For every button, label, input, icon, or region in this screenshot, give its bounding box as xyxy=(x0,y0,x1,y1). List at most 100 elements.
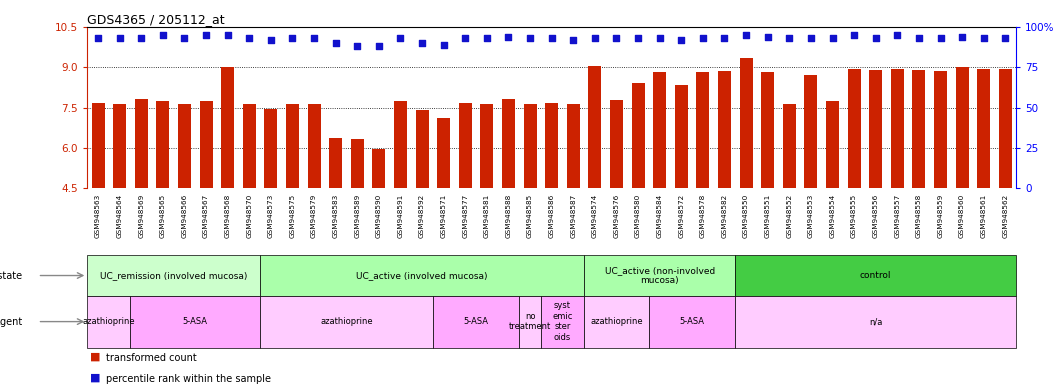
Point xyxy=(176,35,193,41)
Point xyxy=(953,33,970,40)
Bar xyxy=(502,99,515,188)
Bar xyxy=(329,139,343,188)
Bar xyxy=(848,70,861,188)
Bar xyxy=(653,72,666,188)
Bar xyxy=(735,296,1016,348)
Bar xyxy=(632,83,645,188)
Text: GDS4365 / 205112_at: GDS4365 / 205112_at xyxy=(87,13,225,26)
Bar xyxy=(286,104,299,188)
Bar xyxy=(955,67,968,188)
Point xyxy=(846,32,863,38)
Bar xyxy=(584,255,735,296)
Text: azathioprine: azathioprine xyxy=(83,317,135,326)
Bar xyxy=(999,70,1012,188)
Bar xyxy=(739,58,752,188)
Point xyxy=(500,33,517,40)
Point xyxy=(888,32,905,38)
Point xyxy=(911,35,928,41)
Point xyxy=(760,33,777,40)
Bar xyxy=(307,104,320,188)
Point xyxy=(586,35,603,41)
Bar xyxy=(459,104,471,188)
Bar xyxy=(826,101,839,188)
Text: UC_remission (involved mucosa): UC_remission (involved mucosa) xyxy=(100,271,247,280)
Point xyxy=(630,35,647,41)
Bar xyxy=(584,296,649,348)
Bar xyxy=(761,72,775,188)
Bar xyxy=(891,70,903,188)
Bar xyxy=(135,99,148,188)
Bar xyxy=(243,104,255,188)
Text: no
treatment: no treatment xyxy=(509,312,551,331)
Point xyxy=(263,37,280,43)
Bar xyxy=(783,104,796,188)
Text: n/a: n/a xyxy=(869,317,882,326)
Bar xyxy=(221,67,234,188)
Text: percentile rank within the sample: percentile rank within the sample xyxy=(106,374,271,384)
Text: UC_active (involved mucosa): UC_active (involved mucosa) xyxy=(356,271,487,280)
Bar xyxy=(131,296,260,348)
Point xyxy=(327,40,344,46)
Bar xyxy=(481,104,494,188)
Bar xyxy=(260,296,433,348)
Point xyxy=(976,35,993,41)
Point xyxy=(370,43,387,49)
Text: 5-ASA: 5-ASA xyxy=(680,317,704,326)
Point xyxy=(240,35,257,41)
Point xyxy=(997,35,1014,41)
Point xyxy=(479,35,496,41)
Text: UC_active (non-involved
mucosa): UC_active (non-involved mucosa) xyxy=(604,266,715,285)
Bar xyxy=(437,118,450,188)
Text: agent: agent xyxy=(0,316,22,327)
Text: azathioprine: azathioprine xyxy=(320,317,372,326)
Bar xyxy=(351,139,364,188)
Bar xyxy=(519,296,541,348)
Point xyxy=(608,35,625,41)
Point xyxy=(89,35,106,41)
Bar xyxy=(264,109,278,188)
Bar xyxy=(523,104,536,188)
Bar xyxy=(545,104,559,188)
Bar xyxy=(416,110,429,188)
Bar xyxy=(87,255,260,296)
Point xyxy=(824,35,841,41)
Bar xyxy=(697,72,710,188)
Text: azathioprine: azathioprine xyxy=(591,317,643,326)
Text: ■: ■ xyxy=(90,351,101,361)
Bar xyxy=(113,104,127,188)
Bar xyxy=(735,255,1016,296)
Bar xyxy=(567,104,580,188)
Text: ■: ■ xyxy=(90,372,101,382)
Point xyxy=(651,35,668,41)
Bar xyxy=(541,296,584,348)
Text: control: control xyxy=(860,271,892,280)
Text: 5-ASA: 5-ASA xyxy=(183,317,207,326)
Text: transformed count: transformed count xyxy=(106,353,197,363)
Bar xyxy=(869,70,882,188)
Point xyxy=(219,32,236,38)
Point xyxy=(672,37,689,43)
Bar xyxy=(649,296,735,348)
Point xyxy=(565,37,582,43)
Point xyxy=(414,40,431,46)
Text: syst
emic
ster
oids: syst emic ster oids xyxy=(552,301,572,342)
Point xyxy=(802,35,819,41)
Bar xyxy=(92,104,104,188)
Bar xyxy=(610,100,622,188)
Point xyxy=(133,35,150,41)
Bar xyxy=(372,149,385,188)
Point xyxy=(305,35,322,41)
Bar xyxy=(675,85,687,188)
Bar xyxy=(260,255,584,296)
Point xyxy=(154,32,171,38)
Bar xyxy=(178,104,190,188)
Point xyxy=(392,35,409,41)
Bar xyxy=(718,71,731,188)
Bar xyxy=(433,296,519,348)
Text: 5-ASA: 5-ASA xyxy=(464,317,488,326)
Bar xyxy=(977,70,991,188)
Bar xyxy=(200,101,213,188)
Bar xyxy=(394,101,406,188)
Bar xyxy=(156,101,169,188)
Point xyxy=(111,35,128,41)
